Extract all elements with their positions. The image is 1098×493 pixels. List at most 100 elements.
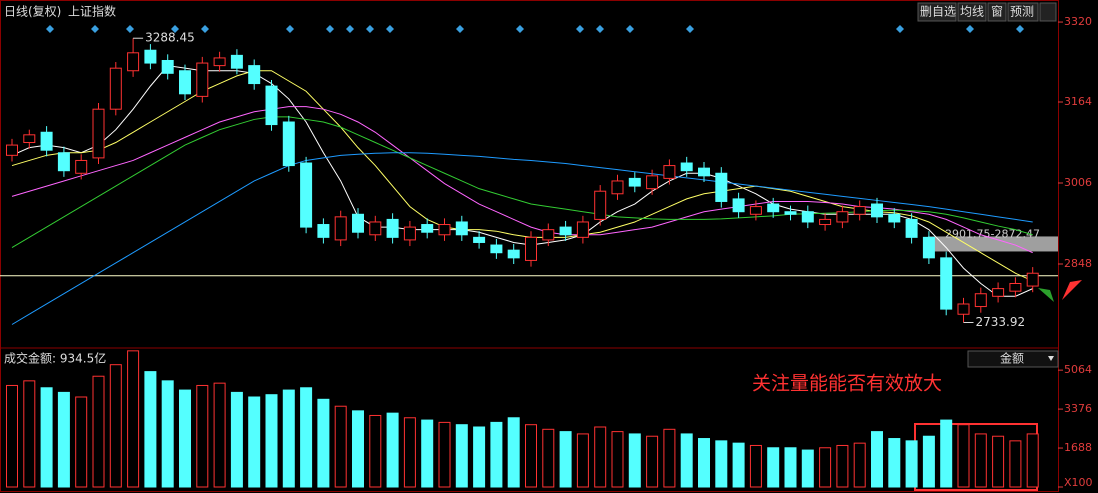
ma-line	[11, 152, 1033, 325]
volume-bar	[334, 405, 347, 488]
candle-body	[611, 180, 624, 195]
ma-line	[11, 65, 1033, 297]
candle-body	[594, 190, 607, 220]
candle-body	[6, 144, 18, 156]
volume-bar	[611, 431, 624, 488]
candle-body	[334, 216, 347, 241]
dropdown-icon[interactable]	[1048, 356, 1054, 361]
button[interactable]	[1007, 2, 1039, 22]
volume-bar	[75, 396, 88, 488]
candle-body	[819, 218, 832, 226]
candle-body	[455, 221, 468, 236]
volume-bar	[161, 380, 174, 488]
volume-bar	[92, 375, 105, 488]
ma-line	[11, 70, 1033, 282]
collapse-button[interactable]	[1039, 2, 1057, 22]
candle-body	[853, 206, 866, 215]
volume-bar	[992, 435, 1005, 488]
button[interactable]	[917, 2, 957, 22]
candle-body	[1026, 272, 1039, 287]
ma-line	[11, 116, 1033, 249]
button-label[interactable]: 均线	[960, 5, 984, 19]
volume-bar	[438, 421, 451, 488]
volume-bar	[109, 364, 122, 488]
candle-body	[871, 203, 883, 218]
volume-bar	[732, 442, 745, 488]
volume-bar	[248, 396, 261, 488]
button-label[interactable]: 删自选	[920, 5, 956, 19]
volume-bar	[576, 433, 589, 488]
candle-body	[161, 59, 174, 74]
volume-bar	[853, 442, 866, 488]
candle-body	[784, 211, 797, 215]
volume-bar	[6, 384, 18, 488]
volume-bar	[282, 389, 295, 488]
candle-body	[403, 226, 416, 241]
candle-body	[836, 211, 849, 223]
up-arrow	[1062, 280, 1082, 300]
volume-bar	[490, 421, 503, 488]
candle-body	[144, 49, 157, 64]
candle-body	[801, 211, 814, 223]
min-label: 2733.92	[976, 315, 1026, 329]
volume-bar	[300, 387, 313, 488]
volume-bar	[473, 426, 486, 488]
candle-body	[922, 236, 935, 259]
volume-bar	[1009, 440, 1022, 488]
volume-bar	[680, 433, 693, 488]
volume-bar	[1026, 433, 1039, 488]
volume-bar	[369, 414, 382, 488]
selector[interactable]	[967, 350, 1059, 368]
down-arrow	[1038, 288, 1054, 302]
candle-body	[213, 57, 226, 67]
volume-bar	[317, 398, 330, 488]
signal-row	[46, 25, 1024, 33]
max-label: 3288.45	[145, 31, 195, 45]
candle-body	[576, 221, 589, 238]
candle-body	[490, 244, 503, 254]
volume-bar	[455, 424, 468, 488]
candle-body	[248, 65, 261, 85]
candle-body	[663, 165, 676, 179]
candle-body	[715, 172, 728, 202]
candle-body	[957, 303, 970, 315]
y-tick-label: 5064	[1064, 363, 1092, 376]
volume-bar	[265, 394, 278, 488]
candle-body	[438, 224, 451, 236]
volume-bar	[40, 387, 53, 488]
volume-bar	[23, 380, 36, 488]
signal-marker	[46, 25, 1024, 33]
candle-body	[940, 257, 953, 310]
volume-bar	[507, 417, 520, 488]
volume-bar	[871, 431, 883, 488]
selector-label[interactable]: 金额	[1000, 351, 1024, 366]
candle-body	[92, 108, 105, 159]
ma-line	[11, 106, 1033, 254]
volume-bar	[888, 438, 901, 488]
volume-bar	[230, 391, 243, 488]
volume-bar	[594, 426, 607, 488]
candle-body	[386, 218, 399, 238]
button-label[interactable]: 预测	[1010, 5, 1034, 19]
volume-bar	[57, 391, 70, 488]
zone-label: 2901.75-2872.47	[945, 227, 1040, 240]
volume-bar	[646, 435, 659, 488]
candle-body	[680, 162, 693, 172]
volume-bar	[559, 431, 572, 488]
volume-bar	[836, 444, 849, 488]
volume-bar	[179, 389, 191, 488]
candle-body	[109, 67, 122, 110]
volume-title: 成交金额: 934.5亿	[4, 351, 106, 366]
button[interactable]	[957, 2, 987, 22]
candle-body	[196, 62, 209, 97]
volume-bar	[127, 350, 140, 488]
period: 日线(复权)	[4, 5, 61, 19]
button[interactable]	[987, 2, 1007, 22]
y-tick-label: 3376	[1064, 402, 1092, 415]
volume-bar	[819, 447, 832, 488]
y-tick-label: 3320	[1064, 15, 1092, 28]
button-label[interactable]: 窗	[991, 5, 1003, 19]
volume-bar	[698, 438, 710, 488]
volume-bar	[542, 428, 555, 488]
